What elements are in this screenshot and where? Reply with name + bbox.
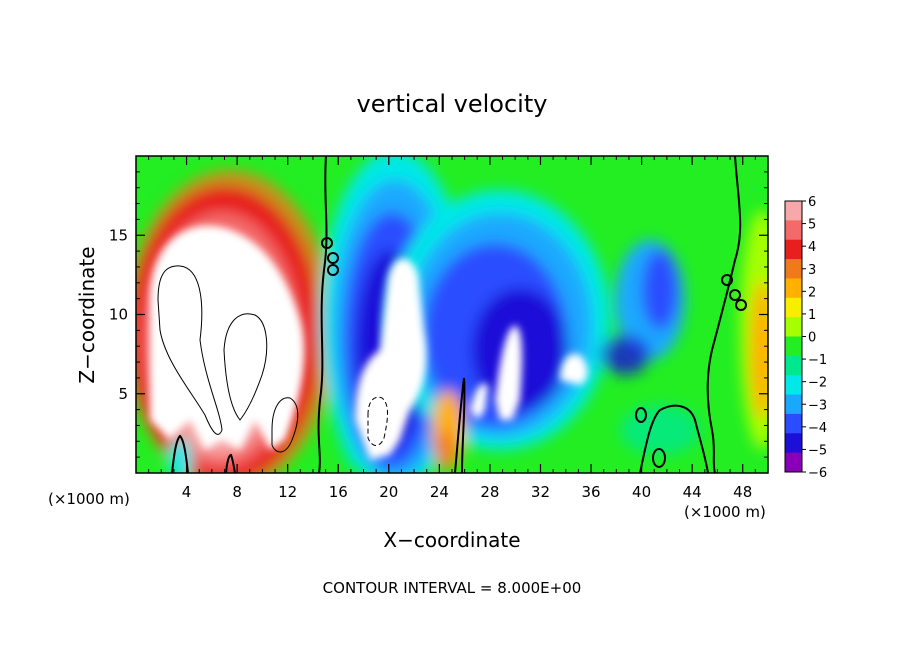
heatmap-field	[136, 156, 768, 473]
colorbar-label: 3	[808, 263, 816, 278]
zero-contour-left-base	[171, 434, 189, 473]
contour-lines	[157, 156, 747, 473]
colorbar-swatch	[785, 355, 802, 376]
plus-eight-contour-2	[223, 313, 268, 421]
zero-contour-base	[639, 404, 709, 473]
zero-contour-loop-6	[735, 299, 747, 311]
colorbar-swatch	[785, 220, 802, 241]
colorbar-swatch	[785, 336, 802, 357]
chart-title: vertical velocity	[357, 90, 548, 118]
zero-contour-loop-7	[635, 407, 647, 423]
colorbar-label: −1	[808, 353, 827, 368]
colorbar-label: 4	[808, 240, 816, 255]
colorbar-label: 6	[808, 195, 816, 210]
zero-contour-east	[706, 156, 742, 473]
zero-contour-left-base-2	[225, 453, 236, 473]
colorbar-swatch	[785, 394, 802, 415]
colorbar-swatch	[785, 413, 802, 434]
colorbar-swatch	[785, 433, 802, 454]
colorbar-label: −4	[808, 421, 827, 436]
colorbar-label: −6	[808, 466, 827, 481]
x-tick-label: 4	[182, 483, 192, 501]
x-tick-label: 24	[430, 483, 449, 501]
colorbar-label: 0	[808, 331, 816, 346]
x-axis-label: X−coordinate	[383, 528, 520, 552]
zero-contour-south	[454, 377, 466, 473]
x-tick-label: 32	[531, 483, 550, 501]
y-tick-label: 15	[109, 226, 128, 244]
x-tick-label: 40	[632, 483, 651, 501]
colorbar-label: −2	[808, 376, 827, 391]
colorbar-label: −5	[808, 443, 827, 458]
zero-contour-loop-8	[652, 448, 666, 468]
x-tick-label: 16	[329, 483, 348, 501]
plus-eight-contour-1	[157, 265, 223, 435]
y-tick-label: 10	[109, 306, 128, 324]
contour-interval-note: CONTOUR INTERVAL = 8.000E+00	[323, 579, 582, 597]
colorbar-swatch	[785, 201, 802, 221]
plus-eight-contour-3	[271, 397, 299, 453]
zero-contour-loop-3	[327, 264, 339, 276]
colorbar-label: 1	[808, 308, 816, 323]
x-tick-label: 48	[733, 483, 752, 501]
colorbar-label: 5	[808, 218, 816, 233]
colorbar-swatch	[785, 278, 802, 299]
y-axis-ticks: 5 10 15	[109, 171, 768, 458]
x-tick-label: 36	[581, 483, 600, 501]
colorbar-swatch	[785, 375, 802, 396]
y-axis-label: Z−coordinate	[75, 246, 99, 383]
zero-contour-loop-4	[721, 274, 733, 286]
x-tick-label: 28	[480, 483, 499, 501]
zero-contour-loop-2	[327, 252, 339, 264]
colorbar-swatch	[785, 452, 802, 473]
y-tick-label: 5	[118, 385, 128, 403]
colorbar-label: 2	[808, 285, 816, 300]
colorbar-swatch	[785, 259, 802, 279]
x-tick-label: 44	[683, 483, 702, 501]
colorbar-swatch	[785, 239, 802, 260]
x-tick-label: 8	[232, 483, 242, 501]
zero-contour-west	[317, 156, 328, 473]
zero-contour-loop-5	[729, 289, 741, 301]
x-axis-ticks: 4 8 12 16 20 24 28 32 36 40 44 48	[148, 156, 756, 501]
colorbar: 6 5 4 3 2 1 0 −1 −2 −3 −4 −5 −6	[784, 195, 827, 481]
x-unit-right: (×1000 m)	[684, 503, 766, 521]
x-tick-label: 12	[278, 483, 297, 501]
x-tick-label: 20	[379, 483, 398, 501]
colorbar-swatch	[785, 317, 802, 337]
zero-contour-loop-1	[321, 237, 333, 249]
colorbar-swatch	[785, 297, 802, 318]
x-unit-left: (×1000 m)	[48, 490, 130, 508]
colorbar-label: −3	[808, 398, 827, 413]
minus-eight-contour	[367, 396, 388, 446]
